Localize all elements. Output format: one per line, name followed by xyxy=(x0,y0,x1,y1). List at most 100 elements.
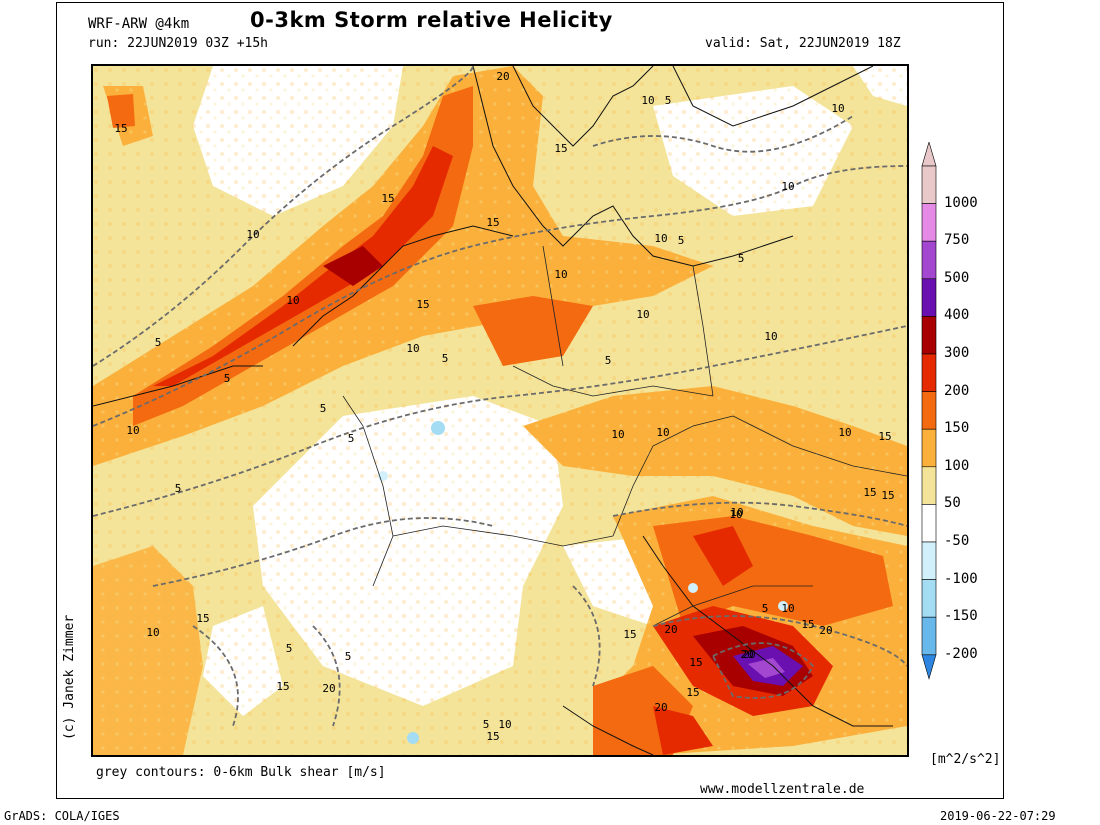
contour-label: 10 xyxy=(286,294,299,307)
contour-label: 20 xyxy=(496,70,509,83)
contour-label: 20 xyxy=(742,648,755,661)
contour-label: 10 xyxy=(764,330,777,343)
contour-label: 20 xyxy=(740,648,753,661)
colorbar-swatch xyxy=(921,353,937,392)
contour-label: 15 xyxy=(276,680,289,693)
colorbar-tick-label: 1000 xyxy=(944,194,978,211)
contour-label: 10 xyxy=(611,428,624,441)
contour-label: 10 xyxy=(126,424,139,437)
contour-label: 10 xyxy=(498,718,511,731)
figure-frame xyxy=(56,2,1004,799)
colorbar-tick-label: -150 xyxy=(944,608,978,625)
contour-label: 15 xyxy=(554,142,567,155)
contour-label: 5 xyxy=(155,336,162,349)
colorbar-top-arrow xyxy=(921,140,937,167)
colorbar-tick-label: 50 xyxy=(944,495,961,512)
map-title: 0-3km Storm relative Helicity xyxy=(250,8,613,32)
helicity-band-150-central xyxy=(473,296,593,366)
colorbar-swatch xyxy=(921,203,937,242)
contour-label: 5 xyxy=(678,234,685,247)
colorbar-swatch xyxy=(921,316,937,355)
negative-spot xyxy=(778,601,788,611)
generation-timestamp: 2019-06-22-07:29 xyxy=(940,809,1056,823)
colorbar-tick-label: 400 xyxy=(944,307,970,324)
contour-label: 10 xyxy=(406,342,419,355)
contour-label: 15 xyxy=(686,686,699,699)
contour-label: 5 xyxy=(286,642,293,655)
contour-label: 5 xyxy=(348,432,355,445)
colorbar-swatch xyxy=(921,541,937,580)
contour-label: 10 xyxy=(656,426,669,439)
contour-label: 10 xyxy=(146,626,159,639)
bulk-shear-contours xyxy=(93,66,907,727)
model-label: WRF-ARW @4km xyxy=(88,16,190,32)
grads-credit: GrADS: COLA/IGES xyxy=(4,809,120,823)
colorbar-tick-label: -100 xyxy=(944,570,978,587)
contour-label: 5 xyxy=(345,650,352,663)
contour-label: 5 xyxy=(442,352,449,365)
colorbar-swatch xyxy=(921,391,937,430)
colorbar-tick-label: -200 xyxy=(944,645,978,662)
contour-label: 15 xyxy=(416,298,429,311)
contour-label: 10 xyxy=(636,308,649,321)
run-info: run: 22JUN2019 03Z +15h xyxy=(88,36,269,51)
colorbar-swatch xyxy=(921,278,937,317)
contour-label: 10 xyxy=(781,602,794,615)
contour-label: 15 xyxy=(114,122,127,135)
negative-spot xyxy=(407,732,419,744)
contour-label: 15 xyxy=(623,628,636,641)
contour-labels: 20 10 10 5 15 15 15 10 10 5 5 15 10 5 5 … xyxy=(114,70,894,743)
contour-label: 20 xyxy=(654,701,667,714)
helicity-band-200-axis xyxy=(153,146,453,386)
colorbar-swatch xyxy=(921,579,937,618)
contour-label: 5 xyxy=(665,94,672,107)
helicity-band-200-spot-a xyxy=(693,526,753,586)
author-credit: (c) Janek Zimmer xyxy=(62,614,77,740)
contour-label: 5 xyxy=(175,482,182,495)
colorbar-tick-label: 100 xyxy=(944,457,970,474)
colorbar-tick-label: 300 xyxy=(944,345,970,361)
colorbar-tick-label: 750 xyxy=(944,232,970,249)
colorbar-swatch xyxy=(921,616,937,656)
country-borders xyxy=(342,245,907,627)
colorbar-swatch xyxy=(921,428,937,468)
helicity-band-500 xyxy=(748,658,785,678)
contour-label: 15 xyxy=(486,216,499,229)
contour-label: 10 xyxy=(730,506,743,519)
helicity-band-200-spot-b xyxy=(653,706,713,755)
contour-label: 20 xyxy=(819,624,832,637)
contour-label: 15 xyxy=(196,612,209,625)
valid-time: valid: Sat, 22JUN2019 18Z xyxy=(705,36,901,51)
contour-label: 10 xyxy=(641,94,654,107)
colorbar-tick-label: 500 xyxy=(944,269,970,286)
colorbar-swatches xyxy=(921,140,937,680)
contour-label: 15 xyxy=(863,486,876,499)
contour-label: 10 xyxy=(554,268,567,281)
contour-label: 15 xyxy=(689,656,702,669)
map-panel[interactable]: 20 10 10 5 15 15 15 10 10 5 5 15 10 5 5 … xyxy=(91,64,909,757)
colorbar-tick-label: -50 xyxy=(944,533,970,549)
contour-label: 5 xyxy=(224,372,231,385)
contour-label: 10 xyxy=(729,508,742,521)
contour-label: 15 xyxy=(381,192,394,205)
contour-label: 5 xyxy=(605,354,612,367)
negative-spot xyxy=(431,421,445,435)
contour-label: 20 xyxy=(322,682,335,695)
contour-label: 15 xyxy=(881,489,894,502)
colorbar-units: [m^2/s^2] xyxy=(930,752,1001,767)
helicity-map: 20 10 10 5 15 15 15 10 10 5 5 15 10 5 5 … xyxy=(93,66,907,755)
contour-label: 10 xyxy=(838,426,851,439)
colorbar-tick-label: 150 xyxy=(944,420,970,437)
website-link[interactable]: www.modellzentrale.de xyxy=(700,782,865,797)
contour-label: 5 xyxy=(320,402,327,415)
contour-label: 15 xyxy=(878,430,891,443)
contour-label: 15 xyxy=(486,730,499,743)
colorbar-swatch xyxy=(921,466,937,505)
helicity-band-300-north xyxy=(323,246,383,286)
helicity-band-150-nw-spot xyxy=(107,94,135,128)
colorbar xyxy=(920,140,1040,682)
contour-label: 5 xyxy=(483,718,490,731)
colorbar-tick-label: 200 xyxy=(944,382,970,399)
contour-label: 5 xyxy=(738,252,745,265)
colorbar-swatch xyxy=(921,240,937,280)
